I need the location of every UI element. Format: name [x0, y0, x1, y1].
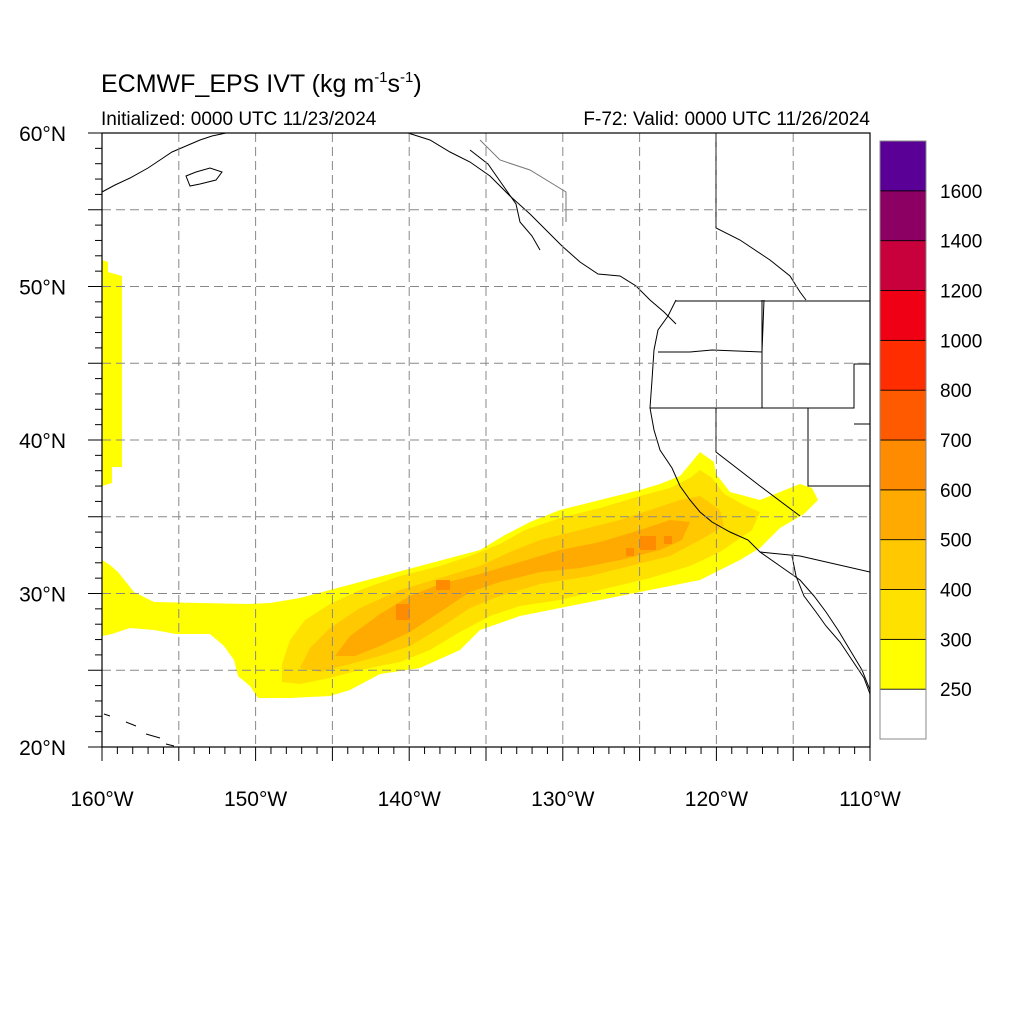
- colorbar-label: 800: [940, 381, 972, 402]
- lat-label: 20°N: [19, 737, 66, 760]
- colorbar-label: 400: [940, 581, 972, 602]
- colorbar-swatch: [879, 638, 927, 690]
- colorbar-swatch: [879, 589, 927, 640]
- lat-label: 30°N: [19, 584, 66, 607]
- lon-label: 130°W: [531, 788, 594, 811]
- colorbar-swatch: [879, 190, 927, 242]
- wa-or-border: [658, 299, 765, 353]
- colorbar-label: 1600: [940, 182, 982, 203]
- axis-ticks: [88, 132, 871, 761]
- coastlines: [102, 133, 870, 747]
- initialized-time: Initialized: 0000 UTC 11/23/2024: [101, 109, 377, 130]
- ivt-core-5: [664, 536, 672, 544]
- longitude-labels: 160°W 150°W 140°W 130°W 120°W 110°W: [70, 788, 901, 811]
- lat-label: 50°N: [19, 277, 66, 300]
- ivt-core-3: [640, 536, 656, 550]
- colorbar-swatch: [879, 140, 927, 192]
- bc-border-thin: [479, 139, 567, 222]
- colorbar-swatch: [879, 339, 927, 391]
- colorbar-swatch: [879, 489, 927, 541]
- lon-label: 120°W: [685, 788, 748, 811]
- lon-label: 140°W: [378, 788, 441, 811]
- lon-label: 110°W: [839, 788, 901, 811]
- ivt-shading: [102, 260, 818, 698]
- colorbar-swatch: [879, 539, 927, 590]
- colorbar-swatch: [879, 240, 927, 291]
- colorbar-label: 500: [940, 531, 972, 552]
- ivt-core-2: [396, 604, 410, 620]
- lon-label: 150°W: [224, 788, 287, 811]
- lat-label: 40°N: [19, 430, 66, 453]
- graticule: [102, 133, 870, 747]
- canada-interior: [715, 133, 807, 301]
- nv-ut-border: [808, 363, 870, 409]
- baja-coast: [791, 555, 870, 695]
- ivt-core-1: [436, 580, 450, 590]
- colorbar-label: 1400: [940, 232, 982, 253]
- mexico-border: [759, 551, 870, 573]
- ivt-river-500: [335, 520, 690, 656]
- latitude-labels: 60°N 50°N 40°N 30°N 20°N: [19, 123, 66, 760]
- valid-time: F-72: Valid: 0000 UTC 11/26/2024: [583, 109, 870, 130]
- lon-label: 160°W: [70, 788, 133, 811]
- colorbar-frame: [879, 140, 927, 740]
- colorbar-label: 1200: [940, 282, 982, 303]
- ivt-core-4: [626, 548, 634, 556]
- map-title: ECMWF_EPS IVT (kg m-1s-1): [101, 69, 422, 98]
- colorbar-swatch: [879, 688, 927, 740]
- colorbar-label: 250: [940, 680, 972, 701]
- colorbar-label: 1000: [940, 331, 982, 352]
- panhandle-coast: [407, 133, 677, 325]
- hawaii-islands: [103, 713, 175, 747]
- panhandle-islands: [469, 149, 541, 251]
- colorbar-label: 700: [940, 431, 972, 452]
- ivt-band-west: [102, 260, 122, 486]
- alaska-coast: [102, 133, 227, 193]
- colorbar-label: 600: [940, 481, 972, 502]
- colorbar-swatch: [879, 439, 927, 491]
- colorbar: 250 300 400 500 600 700 800 1000 1200 1400 1600: [879, 140, 982, 740]
- colorbar-swatch: [879, 389, 927, 441]
- colorbar-label: 300: [940, 630, 972, 651]
- lat-label: 60°N: [19, 123, 66, 146]
- alaska-islands: [185, 167, 223, 187]
- colorbar-swatch: [879, 290, 927, 341]
